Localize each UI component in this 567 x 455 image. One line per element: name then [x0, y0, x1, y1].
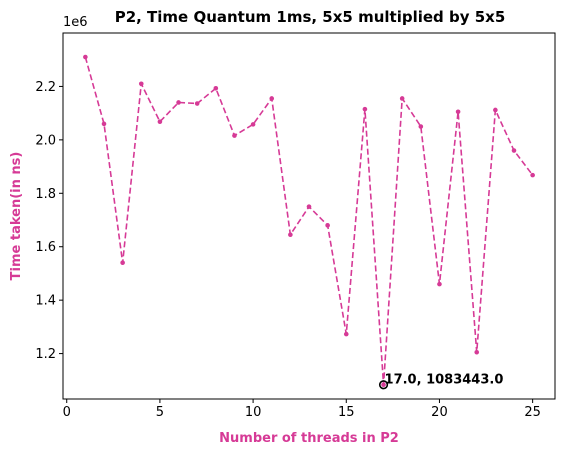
- series-layer: [83, 54, 535, 390]
- data-point: [232, 133, 237, 138]
- y-tick-label: 1.4: [35, 294, 56, 309]
- data-point: [455, 109, 461, 115]
- data-point: [325, 223, 330, 228]
- series-line: [84, 56, 534, 386]
- chart-title: P2, Time Quantum 1ms, 5x5 multiplied by …: [115, 8, 506, 26]
- x-tick-label: 0: [63, 405, 71, 420]
- data-point: [399, 96, 405, 101]
- data-point: [437, 281, 442, 287]
- min-point-annotation: 17.0, 1083443.0: [385, 373, 504, 388]
- data-point: [157, 119, 163, 124]
- plot-area-frame: [62, 32, 556, 400]
- data-point: [250, 122, 256, 127]
- data-point: [288, 232, 293, 238]
- data-point: [362, 106, 368, 112]
- data-point: [343, 331, 349, 337]
- data-point: [269, 96, 275, 101]
- x-tick-label: 15: [338, 405, 355, 420]
- data-point: [474, 349, 480, 355]
- data-point: [120, 260, 125, 266]
- data-point: [101, 121, 107, 127]
- data-point: [83, 54, 88, 60]
- data-point: [418, 124, 424, 129]
- x-tick-label: 25: [524, 405, 541, 420]
- data-point: [530, 172, 535, 178]
- min-point-marker: [378, 380, 389, 390]
- data-point: [493, 107, 498, 113]
- y-tick-label: 1.6: [35, 240, 56, 255]
- annotation-layer: 17.0, 1083443.0: [385, 373, 504, 388]
- y-tick-label: 1.8: [35, 187, 56, 202]
- x-tick-label: 5: [156, 405, 164, 420]
- data-point: [194, 101, 200, 106]
- y-tick-label: 2.0: [35, 133, 56, 148]
- data-point: [176, 100, 181, 105]
- data-point: [381, 382, 386, 388]
- x-tick-label: 10: [245, 405, 262, 420]
- y-axis: 1.2 1.4 1.6 1.8 2.0 2.2: [35, 80, 63, 362]
- data-point: [213, 86, 219, 91]
- y-tick-label: 2.2: [35, 80, 56, 95]
- x-tick-label: 20: [431, 405, 448, 420]
- data-point: [306, 204, 312, 209]
- y-offset-label: 1e6: [63, 15, 88, 30]
- x-axis: 0 5 10 15 20 25: [63, 399, 541, 420]
- y-axis-label: Time taken(in ns): [9, 152, 24, 281]
- data-point: [138, 81, 144, 87]
- data-point: [511, 148, 517, 153]
- x-axis-label: Number of threads in P2: [219, 431, 399, 446]
- y-tick-label: 1.2: [35, 347, 56, 362]
